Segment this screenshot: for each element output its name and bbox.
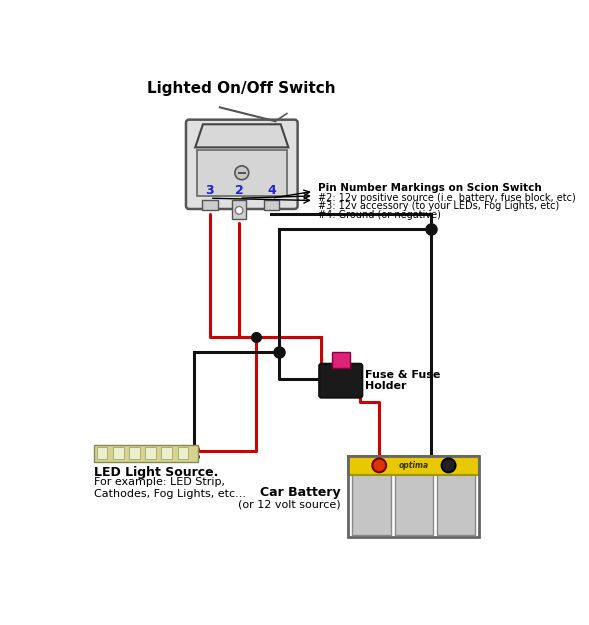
Bar: [197, 150, 287, 196]
Text: LED Light Source.: LED Light Source.: [94, 466, 219, 479]
Bar: [97, 447, 107, 459]
FancyBboxPatch shape: [319, 364, 362, 398]
Bar: [161, 447, 172, 459]
Bar: [349, 456, 479, 476]
Text: #3: 12v accessory (to your LEDs, Fog Lights, etc): #3: 12v accessory (to your LEDs, Fog Lig…: [317, 201, 559, 211]
Circle shape: [235, 206, 243, 214]
Text: For example: LED Strip,
Cathodes, Fog Lights, etc...: For example: LED Strip, Cathodes, Fog Li…: [94, 477, 246, 499]
FancyBboxPatch shape: [186, 119, 297, 209]
Text: #4: Ground (or negative): #4: Ground (or negative): [317, 210, 441, 220]
Text: Pin Number Markings on Scion Switch: Pin Number Markings on Scion Switch: [317, 182, 541, 192]
Bar: [113, 447, 124, 459]
Bar: [145, 447, 156, 459]
Polygon shape: [195, 124, 289, 148]
Bar: [437, 473, 475, 536]
Text: 4: 4: [267, 184, 276, 197]
Circle shape: [442, 459, 455, 472]
Bar: [202, 200, 217, 210]
Bar: [395, 473, 433, 536]
Text: 2: 2: [235, 184, 243, 197]
Text: optima: optima: [399, 461, 429, 470]
Bar: [349, 456, 479, 537]
Bar: [129, 447, 140, 459]
Text: #2: 12v positive source (i.e. battery, fuse block, etc): #2: 12v positive source (i.e. battery, f…: [317, 192, 575, 202]
Bar: [232, 200, 246, 219]
Text: Car Battery: Car Battery: [260, 486, 341, 499]
Bar: [264, 200, 279, 210]
Circle shape: [372, 459, 386, 472]
Text: Fuse & Fuse
Holder: Fuse & Fuse Holder: [365, 370, 440, 391]
Circle shape: [235, 166, 249, 180]
Bar: [177, 447, 188, 459]
Bar: [94, 444, 198, 461]
Bar: [332, 352, 350, 367]
Bar: [352, 473, 391, 536]
Text: 3: 3: [206, 184, 214, 197]
Text: (or 12 volt source): (or 12 volt source): [238, 499, 341, 509]
Text: Lighted On/Off Switch: Lighted On/Off Switch: [147, 81, 336, 96]
